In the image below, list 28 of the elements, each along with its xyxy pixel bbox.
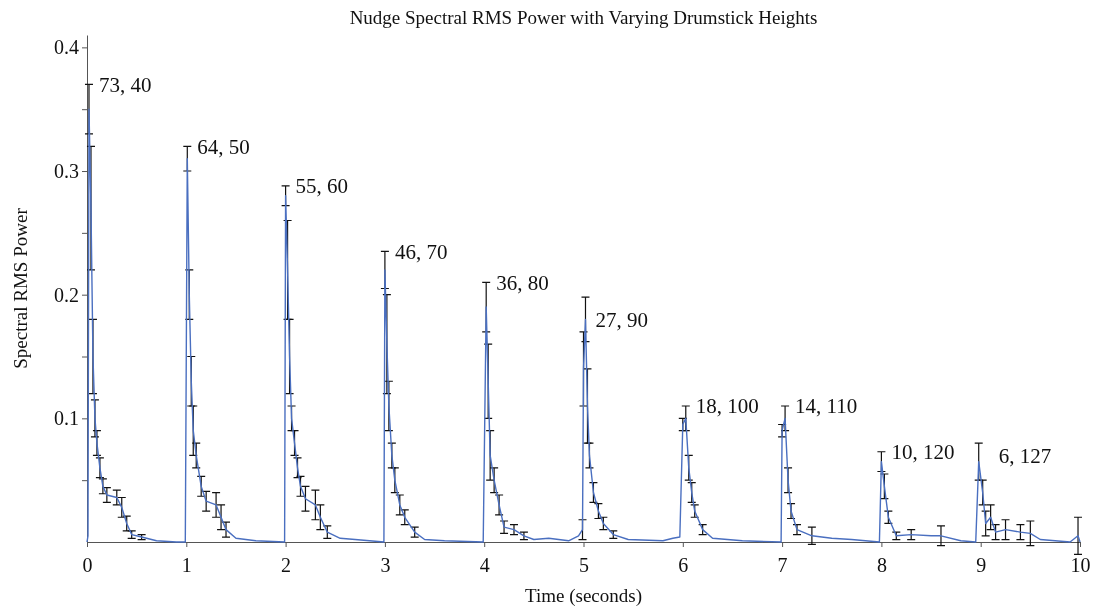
chart-title: Nudge Spectral RMS Power with Varying Drumstick Heights bbox=[349, 7, 818, 28]
x-tick-label: 3 bbox=[380, 554, 391, 576]
annotation: 18, 100 bbox=[695, 394, 759, 419]
y-tick-label: 0.3 bbox=[54, 159, 79, 182]
x-tick-label: 10 bbox=[1070, 554, 1091, 576]
annotation: 36, 80 bbox=[496, 270, 549, 295]
x-tick-label: 8 bbox=[876, 554, 887, 576]
x-tick-label: 1 bbox=[181, 554, 192, 576]
y-tick-label: 0.4 bbox=[54, 36, 79, 59]
x-tick-label: 9 bbox=[976, 554, 987, 576]
annotation: 73, 40 bbox=[98, 72, 152, 97]
annotation: 27, 90 bbox=[595, 307, 648, 332]
x-tick-label: 7 bbox=[777, 554, 788, 576]
x-tick-label: 2 bbox=[281, 554, 292, 576]
x-axis-title: Time (seconds) bbox=[525, 585, 642, 607]
annotation: 55, 60 bbox=[295, 174, 349, 199]
y-tick-label: 0.1 bbox=[54, 407, 79, 430]
x-tick-label: 4 bbox=[479, 554, 490, 576]
annotation: 6, 127 bbox=[998, 443, 1052, 468]
x-tick-label: 0 bbox=[82, 554, 93, 576]
y-tick-label: 0.2 bbox=[54, 283, 79, 306]
annotation: 10, 120 bbox=[891, 440, 955, 465]
annotation: 64, 50 bbox=[197, 134, 250, 159]
annotation: 46, 70 bbox=[394, 239, 448, 264]
x-tick-label: 6 bbox=[678, 554, 689, 576]
x-tick-label: 5 bbox=[579, 554, 589, 576]
y-axis-title: Spectral RMS Power bbox=[10, 207, 31, 369]
annotation: 14, 110 bbox=[795, 394, 858, 419]
